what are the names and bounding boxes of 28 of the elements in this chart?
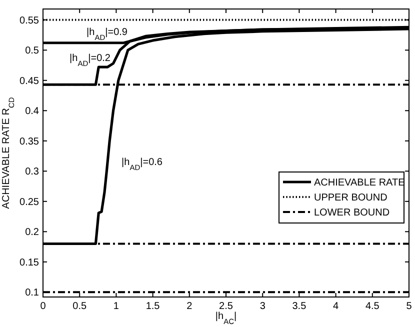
x-tick-label: 1 <box>113 301 120 312</box>
y-tick-label: 0.1 <box>25 288 40 299</box>
y-tick-label: 0.35 <box>20 136 40 148</box>
x-axis-title: |h$_{AC}$| <box>215 311 237 326</box>
x-tick-label: 5 <box>406 301 412 312</box>
y-tick-label: 0.45 <box>20 76 40 87</box>
annotation: |h$_{AD}$|=0.6 <box>122 157 163 172</box>
y-tick-label: 0.5 <box>25 46 40 57</box>
x-tick-label: 0.5 <box>72 301 87 312</box>
legend-label: ACHIEVABLE RATE <box>314 178 406 188</box>
x-tick-label: 2 <box>186 301 193 312</box>
x-tick-label: 0 <box>40 301 46 312</box>
legend-label: UPPER BOUND <box>314 192 388 204</box>
y-tick-label: 0.4 <box>25 106 40 118</box>
y-tick-label: 0.3 <box>25 166 40 178</box>
annotation: |h$_{AD}$|=0.2 <box>70 53 111 68</box>
x-tick-label: 2.5 <box>219 301 234 312</box>
x-tick-label: 4 <box>333 301 340 312</box>
x-tick-label: 1.5 <box>146 301 160 312</box>
y-tick-label: 0.15 <box>20 257 40 268</box>
annotation: |h$_{AD}$|=0.9 <box>86 27 128 42</box>
x-tick-label: 3 <box>260 301 266 312</box>
legend-label: LOWER BOUND <box>314 208 390 218</box>
x-tick-label: 4.5 <box>365 301 380 312</box>
y-tick-label: 0.2 <box>25 227 40 238</box>
y-tick-label: 0.25 <box>20 196 40 208</box>
y-tick-label: 0.55 <box>20 15 40 26</box>
x-tick-label: 3.5 <box>292 301 307 312</box>
